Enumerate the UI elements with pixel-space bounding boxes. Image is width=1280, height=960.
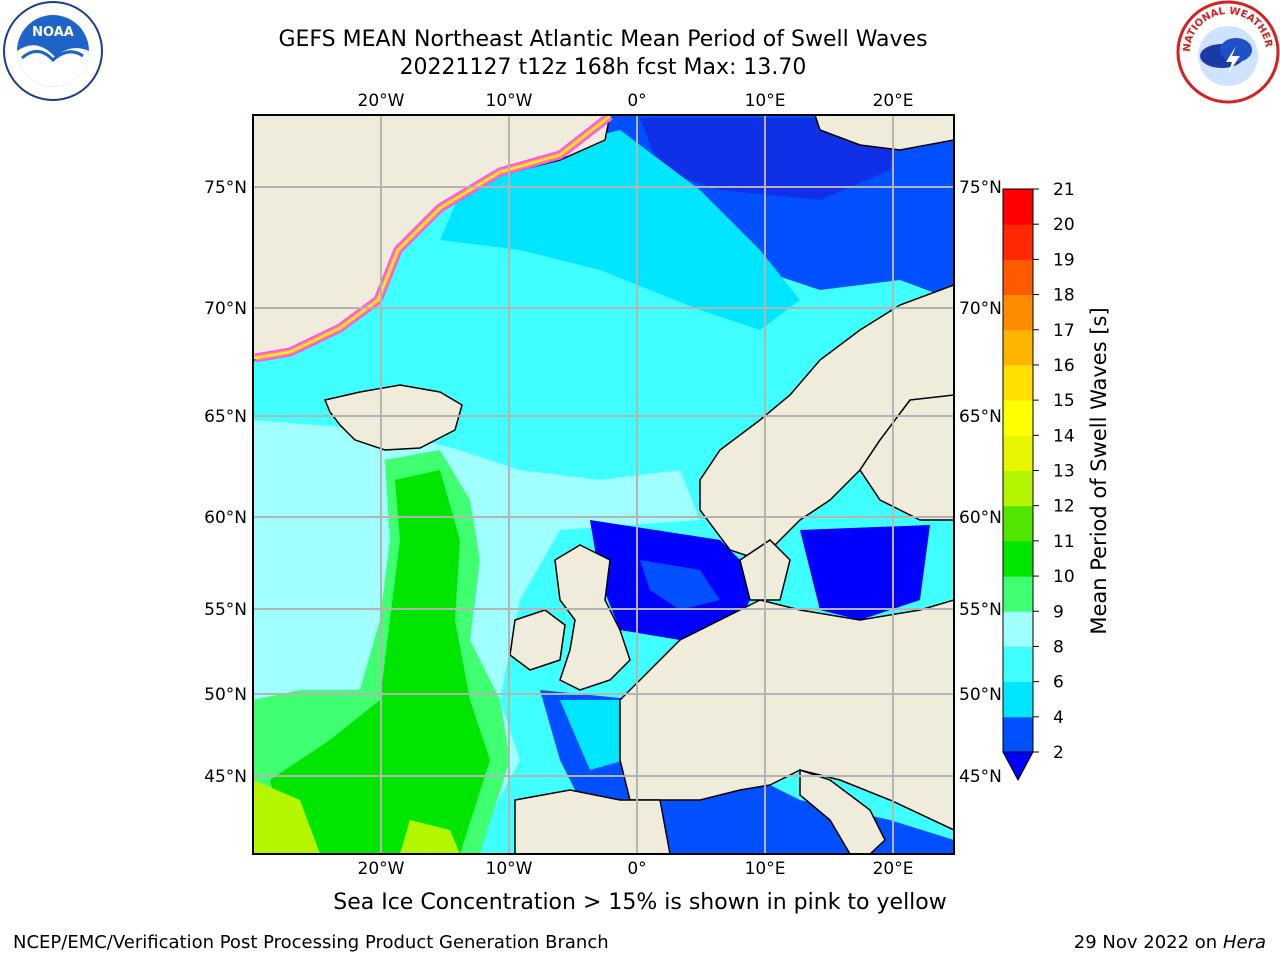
lat-label: 65°N — [204, 407, 247, 427]
colorbar-segment — [1003, 364, 1033, 401]
colorbar-segment — [1003, 540, 1033, 577]
lon-label: 10°E — [745, 91, 786, 111]
colorbar-tick-label: 18 — [1053, 286, 1075, 306]
swell-band-10-11 — [270, 470, 490, 854]
colorbar-tick-label: 6 — [1053, 673, 1064, 693]
colorbar-tick-label: 14 — [1053, 426, 1075, 446]
colorbar-tick-label: 20 — [1053, 215, 1075, 235]
swell-band-under — [640, 118, 900, 200]
colorbar-tick-label: 15 — [1053, 391, 1075, 411]
colorbar-segment — [1003, 646, 1033, 683]
footer-date: 29 Nov 2022 on Hera — [1074, 932, 1266, 953]
colorbar-segment — [1003, 329, 1033, 366]
colorbar-segment — [1003, 470, 1033, 507]
lon-labels-top: 20°W 10°W 0° 10°E 20°E — [358, 91, 914, 111]
great-britain — [554, 544, 631, 691]
lon-label: 0° — [627, 859, 646, 879]
lon-label: 10°W — [486, 859, 533, 879]
colorbar-tick-label: 9 — [1053, 602, 1064, 622]
lon-label: 10°E — [745, 859, 786, 879]
lon-label: 20°W — [358, 91, 405, 111]
lat-label: 70°N — [204, 299, 247, 319]
colorbar-tick-label: 4 — [1053, 708, 1064, 728]
national-weather-service-logo: NATIONAL WEATHER SERVICE — [1176, 0, 1280, 104]
lat-label: 70°N — [959, 299, 1002, 319]
colorbar-segment — [1003, 505, 1033, 542]
lon-label: 10°W — [486, 91, 533, 111]
swell-band-12-13 — [253, 780, 320, 854]
iceland — [323, 384, 463, 451]
colorbar-segment — [1003, 716, 1033, 753]
lat-label: 45°N — [959, 767, 1002, 787]
lat-label: 60°N — [959, 508, 1002, 528]
lon-label: 20°E — [873, 91, 914, 111]
lon-label: 20°W — [358, 859, 405, 879]
lat-label: 50°N — [959, 685, 1002, 705]
colorbar-tick-label: 2 — [1053, 743, 1064, 763]
lat-label: 55°N — [959, 600, 1002, 620]
lat-label: 55°N — [204, 600, 247, 620]
colorbar-tick-label: 17 — [1053, 321, 1075, 341]
colorbar-tick-label: 21 — [1053, 180, 1075, 200]
colorbar: 2 4 6 8 9 10 11 12 13 14 15 16 17 18 19 20 21 — [1002, 180, 1075, 782]
colorbar-segment — [1003, 681, 1033, 718]
colorbar-tick-label: 16 — [1053, 356, 1075, 376]
chart-title: GEFS MEAN Northeast Atlantic Mean Period… — [278, 27, 928, 52]
colorbar-segment — [1003, 576, 1033, 612]
lat-label: 75°N — [204, 178, 247, 198]
colorbar-tick-label: 19 — [1053, 250, 1075, 270]
iberia — [514, 789, 671, 854]
colorbar-segment — [1003, 224, 1033, 260]
lat-label: 75°N — [959, 178, 1002, 198]
ireland — [509, 609, 566, 671]
lat-label: 65°N — [959, 407, 1002, 427]
colorbar-under-extension — [1002, 751, 1034, 782]
lat-label: 45°N — [204, 767, 247, 787]
colorbar-tick-label: 10 — [1053, 567, 1075, 587]
colorbar-tick-label: 8 — [1053, 637, 1064, 657]
lat-labels-right: 75°N 70°N 65°N 60°N 55°N 50°N 45°N — [959, 178, 1002, 787]
colorbar-segment — [1003, 189, 1033, 225]
colorbar-segment — [1003, 259, 1033, 296]
lat-labels-left: 75°N 70°N 65°N 60°N 55°N 50°N 45°N — [204, 178, 247, 787]
sea-ice-note: Sea Ice Concentration > 15% is shown in … — [333, 890, 947, 915]
swell-band-4-6 — [440, 130, 800, 330]
gridlines — [253, 115, 954, 854]
colorbar-segment — [1003, 400, 1033, 436]
lat-label: 50°N — [204, 685, 247, 705]
lon-label: 20°E — [873, 859, 914, 879]
map-frame — [252, 114, 955, 855]
colorbar-tick-label: 12 — [1053, 497, 1075, 517]
colorbar-segment — [1003, 435, 1033, 471]
noaa-logo: NOAA — [3, 1, 103, 101]
colorbar-tick-label: 13 — [1053, 462, 1075, 482]
footer-host: Hera — [1222, 932, 1266, 953]
colorbar-label: Mean Period of Swell Waves [s] — [1087, 307, 1111, 634]
land-masses — [253, 115, 954, 854]
noaa-logo-text: NOAA — [32, 25, 74, 40]
svalbard — [814, 115, 954, 151]
footer-date-text: 29 Nov 2022 on — [1073, 932, 1218, 953]
lat-label: 60°N — [204, 508, 247, 528]
chart-subtitle: 20221127 t12z 168h fcst Max: 13.70 — [399, 55, 807, 80]
lon-labels-bottom: 20°W 10°W 0° 10°E 20°E — [358, 859, 914, 879]
colorbar-segment — [1003, 611, 1033, 647]
footer-credit: NCEP/EMC/Verification Post Processing Pr… — [13, 932, 609, 953]
colorbar-tick-label: 11 — [1053, 532, 1075, 552]
lon-label: 0° — [627, 91, 646, 111]
colorbar-segment — [1003, 294, 1033, 331]
